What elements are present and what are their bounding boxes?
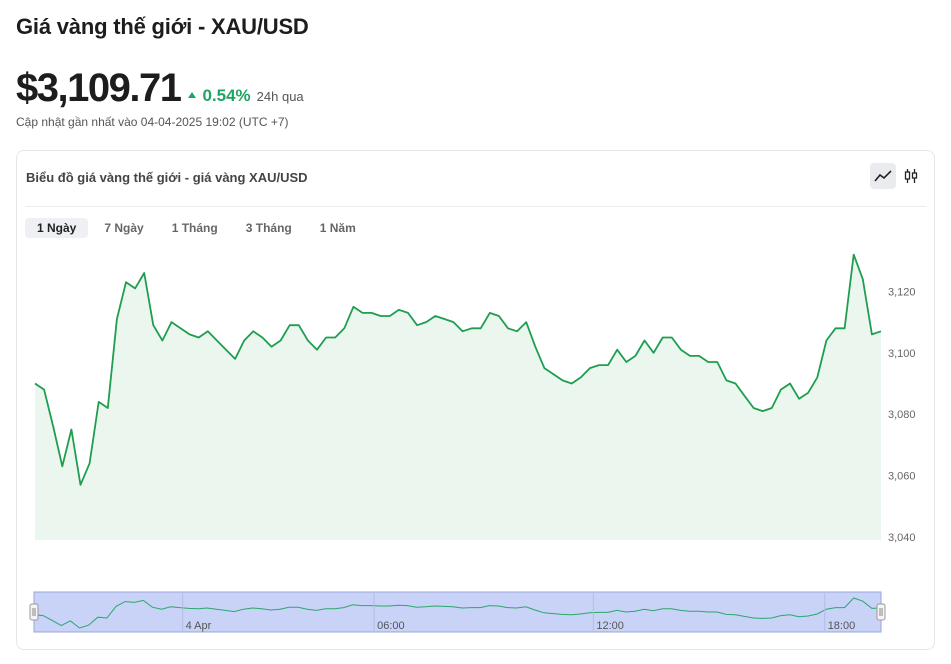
price-change-value: 0.54% [202, 86, 251, 105]
candlestick-icon [904, 169, 918, 183]
price-row: $3,109.71 0.54% 24h qua [16, 66, 304, 111]
chart-card-title: Biểu đồ giá vàng thế giới - giá vàng XAU… [26, 170, 308, 185]
card-divider [25, 206, 926, 207]
y-tick-label: 3,060 [888, 471, 916, 483]
page-title: Giá vàng thế giới - XAU/USD [16, 14, 309, 39]
triangle-up-icon [188, 92, 197, 98]
candlestick-button[interactable] [898, 163, 924, 189]
current-price: $3,109.71 [16, 66, 182, 110]
last-updated: Cập nhật gần nhất vào 04-04-2025 19:02 (… [16, 115, 289, 129]
chart-type-toggle [870, 163, 924, 189]
range-tab-3m[interactable]: 3 Tháng [245, 221, 292, 235]
navigator-handle-left[interactable] [29, 603, 39, 621]
y-tick-label: 3,040 [888, 532, 916, 544]
range-tabs: 1 Ngày 7 Ngày 1 Tháng 3 Tháng 1 Năm [25, 218, 368, 238]
range-tab-1d[interactable]: 1 Ngày [25, 218, 89, 238]
y-tick-label: 3,120 [888, 286, 916, 298]
navigator-x-label: 12:00 [596, 620, 624, 632]
range-tab-1m[interactable]: 1 Tháng [171, 221, 218, 235]
navigator-x-label: 06:00 [377, 620, 405, 632]
navigator-handle-right[interactable] [876, 603, 886, 621]
change-period: 24h qua [256, 89, 304, 104]
y-tick-label: 3,100 [888, 348, 916, 360]
price-change: 0.54% [188, 86, 251, 106]
range-tab-1y[interactable]: 1 Năm [319, 221, 356, 235]
price-line [34, 253, 882, 486]
y-tick-label: 3,080 [888, 409, 916, 421]
navigator-line [33, 597, 882, 629]
navigator-x-label: 4 Apr [186, 620, 212, 632]
line-chart-icon [874, 170, 892, 182]
price-area [35, 254, 881, 540]
line-chart-button[interactable] [870, 163, 896, 189]
navigator-window [33, 591, 882, 633]
range-tab-7d[interactable]: 7 Ngày [104, 221, 144, 235]
navigator-x-label: 18:00 [828, 620, 856, 632]
